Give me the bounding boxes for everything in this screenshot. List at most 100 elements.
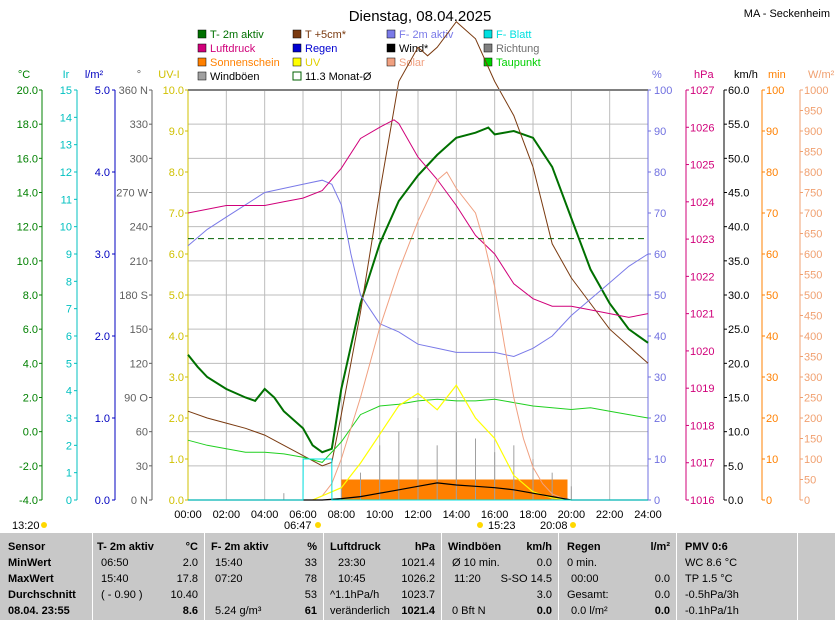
temp-tick-label: 12.0 [17, 222, 38, 234]
sensor-head: Sensor [8, 541, 46, 553]
wind-tick-label: 50.0 [728, 153, 749, 165]
hum-tick-label: 40 [654, 331, 666, 343]
legend-label: Regen [305, 43, 337, 55]
rain-today: 0.0 l/m² [571, 605, 608, 617]
dir-tick-label: 300 [130, 153, 148, 165]
temp-head: T- 2m aktiv [97, 541, 154, 553]
solar-tick-label: 950 [804, 106, 822, 118]
solar-unit-label: W/m² [808, 69, 835, 81]
hum-min-time: 15:40 [215, 557, 243, 569]
hum-abs-value: 5.24 g/m³ [215, 605, 262, 617]
wind-max-value: S-SO 14.5 [500, 573, 552, 585]
temp-min-time: 06:50 [101, 557, 129, 569]
ir-tick-label: 7 [66, 304, 72, 316]
press-max-value: 1026.2 [401, 573, 435, 585]
ir-tick-label: 14 [60, 112, 72, 124]
temp-avg-note: ( - 0.90 ) [101, 589, 143, 601]
wind-current-value: 0.0 [536, 605, 552, 617]
rain-tick-label: 1.0 [95, 413, 110, 425]
temp-tick-label: 10.0 [17, 256, 38, 268]
press-max-time: 10:45 [338, 573, 366, 585]
series-line-wind [188, 482, 648, 501]
legend-swatch [197, 71, 207, 81]
rain-tick-label: 3.0 [95, 249, 110, 261]
uvi-tick-label: 0.0 [169, 495, 184, 507]
row-avg-label: Durchschnitt [8, 589, 76, 601]
moonrise-time: 13:20 [12, 520, 40, 532]
press-min-time: 23:30 [338, 557, 366, 569]
legend-label: Sonnenschein [210, 57, 280, 69]
ir-tick-label: 1 [66, 468, 72, 480]
ir-tick-label: 4 [66, 386, 72, 398]
ir-unit-label: Ir [63, 69, 70, 81]
wind-unit: km/h [526, 541, 552, 553]
summary-pmv-column: PMV 0:6 WC 8.6 °C TP 1.5 °C -0.5hPa/3h -… [677, 533, 797, 620]
rain-tick-label: 2.0 [95, 331, 110, 343]
wind-tick-label: 55.0 [728, 119, 749, 131]
uvi-tick-label: 4.0 [169, 331, 184, 343]
solar-tick-label: 850 [804, 147, 822, 159]
temp-tick-label: -4.0 [19, 495, 38, 507]
sunmin-tick-label: 10 [766, 454, 778, 466]
summary-sensor-column: Sensor MinWert MaxWert Durchschnitt 08.0… [0, 533, 92, 620]
series-line-f-blatt [188, 458, 648, 501]
solar-tick-label: 550 [804, 270, 822, 282]
rain-total-label: Gesamt: [567, 589, 609, 601]
pmv-head: PMV 0:6 [685, 541, 728, 553]
dir-tick-label: 270 W [116, 188, 148, 200]
temp-tick-label: 18.0 [17, 119, 38, 131]
x-tick-label: 18:00 [519, 509, 547, 521]
wind-tick-label: 60.0 [728, 85, 749, 97]
legend-swatch [197, 29, 207, 39]
sunmin-unit-label: min [768, 69, 786, 81]
chart-axes: 20.018.016.014.012.010.08.06.04.02.00.0-… [17, 69, 835, 521]
dir-tick-label: 0 N [131, 495, 148, 507]
ir-tick-label: 5 [66, 358, 72, 370]
dir-tick-label: 240 [130, 222, 148, 234]
sunrise-time: 06:47 [284, 520, 312, 532]
wind-tick-label: 30.0 [728, 290, 749, 302]
temp-tick-label: 16.0 [17, 153, 38, 165]
summary-wind-column: Windböen km/h Ø 10 min. 0.0 11:20 S-SO 14.5… [442, 533, 558, 620]
noon-time: 15:23 [488, 520, 516, 532]
press-min-value: 1021.4 [401, 557, 435, 569]
solar-tick-label: 350 [804, 352, 822, 364]
rain-tick-label: 5.0 [95, 85, 110, 97]
legend-label: Wind* [399, 43, 429, 55]
summary-humidity-column: F- 2m aktiv% 15:40 33 07:20 78 53 5.24 g/m… [205, 533, 323, 620]
ir-tick-label: 11 [61, 194, 72, 206]
ir-tick-label: 8 [66, 276, 72, 288]
legend-label: Taupunkt [496, 57, 541, 69]
ir-tick-label: 3 [66, 413, 72, 425]
rain-tick-label: 4.0 [95, 167, 110, 179]
press-tick-label: 1020 [690, 346, 714, 358]
rain-duration: 0 min. [567, 557, 597, 569]
row-max-label: MaxWert [8, 573, 54, 585]
temp-tick-label: -2.0 [19, 461, 38, 473]
hum-avg-value: 53 [304, 589, 317, 601]
solar-tick-label: 600 [804, 249, 822, 261]
pmv-windchill: WC 8.6 °C [685, 557, 738, 569]
hum-tick-label: 60 [654, 249, 666, 261]
uvi-unit-label: UV-I [158, 69, 179, 81]
ir-tick-label: 2 [66, 440, 72, 452]
legend-label: Richtung [496, 43, 539, 55]
solar-tick-label: 0 [804, 495, 810, 507]
sunmin-tick-label: 80 [766, 167, 778, 179]
solar-tick-label: 250 [804, 393, 822, 405]
hum-unit: % [307, 541, 317, 553]
hum-tick-label: 30 [654, 372, 666, 384]
legend-label: Solar [399, 57, 425, 69]
legend-label: Luftdruck [210, 43, 256, 55]
legend-swatch [386, 29, 396, 39]
series-line-t-2m-aktiv [187, 126, 649, 454]
temp-max-value: 17.8 [176, 573, 198, 585]
sunmin-tick-label: 40 [766, 331, 778, 343]
weather-chart: Dienstag, 08.04.2025 MA - Seckenheim T- … [12, 8, 835, 532]
pmv-dewpoint: TP 1.5 °C [685, 573, 733, 585]
legend-swatch [386, 43, 396, 53]
wind-beaufort: 0 Bft N [452, 605, 486, 617]
ir-tick-label: 9 [66, 249, 72, 261]
x-tick-label: 16:00 [481, 509, 509, 521]
rain-tick-label: 0.0 [95, 495, 110, 507]
